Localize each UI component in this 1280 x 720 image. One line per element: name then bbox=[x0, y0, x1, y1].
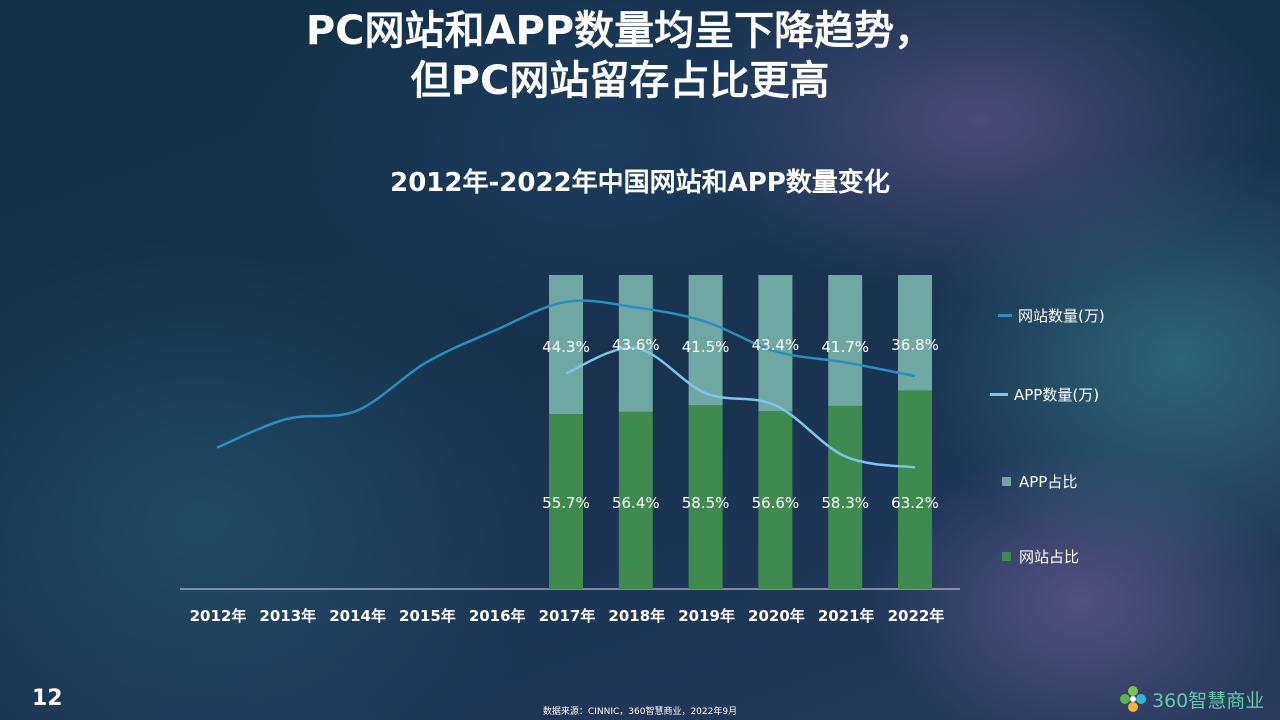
x-tick-label: 2012年 bbox=[190, 607, 247, 625]
legend-label-website-count: 网站数量(万) bbox=[1018, 307, 1105, 325]
data-label-website-share: 58.5% bbox=[682, 494, 730, 512]
data-label-website-share: 55.7% bbox=[542, 494, 590, 512]
flower-logo-icon bbox=[1120, 686, 1146, 712]
page-title-line-2: 但PC网站留存占比更高 bbox=[410, 58, 830, 104]
legend-item-website-share: 网站占比 bbox=[1002, 546, 1079, 567]
legend-line-website-icon bbox=[998, 314, 1012, 317]
line-app-count bbox=[565, 346, 916, 469]
bar-app-share bbox=[618, 275, 653, 412]
source-note: 数据来源：CINNIC，360智慧商业，2022年9月 bbox=[542, 707, 738, 717]
x-tick-label: 2016年 bbox=[469, 607, 526, 625]
x-tick-label: 2022年 bbox=[888, 607, 945, 625]
data-label-website-share: 56.6% bbox=[752, 494, 800, 512]
x-tick-label: 2013年 bbox=[259, 607, 316, 625]
x-tick-label: 2020年 bbox=[748, 607, 805, 625]
legend-line-app-icon bbox=[990, 393, 1008, 396]
bar-website-share bbox=[618, 411, 653, 589]
x-tick-label: 2021年 bbox=[818, 607, 875, 625]
legend-label-app-share: APP占比 bbox=[1019, 473, 1078, 491]
bar-app-share bbox=[828, 275, 863, 406]
bar-app-share bbox=[549, 275, 583, 415]
x-tick-label: 2017年 bbox=[539, 607, 596, 625]
legend-label-website-share: 网站占比 bbox=[1019, 548, 1080, 566]
data-label-app-share: 41.7% bbox=[821, 338, 869, 356]
data-label-website-share: 63.2% bbox=[891, 494, 939, 512]
legend-item-app-share: APP占比 bbox=[1002, 471, 1077, 492]
brand-logo: 360智慧商业 bbox=[1118, 684, 1264, 714]
page-title-line-1: PC网站和APP数量均呈下降趋势， bbox=[305, 8, 935, 54]
x-tick-label: 2015年 bbox=[399, 607, 456, 625]
bar-app-share bbox=[898, 275, 932, 391]
bar-app-share bbox=[758, 275, 793, 412]
x-tick-label: 2019年 bbox=[678, 607, 735, 625]
bar-website-share bbox=[688, 405, 723, 589]
data-label-app-share: 43.4% bbox=[752, 336, 800, 354]
data-label-app-share: 41.5% bbox=[682, 338, 730, 356]
data-label-app-share: 36.8% bbox=[891, 336, 939, 354]
x-tick-label: 2014年 bbox=[329, 607, 386, 625]
data-label-website-share: 58.3% bbox=[821, 494, 869, 512]
x-tick-label: 2018年 bbox=[608, 607, 665, 625]
bar-website-share bbox=[758, 411, 793, 589]
data-label-website-share: 56.4% bbox=[612, 494, 660, 512]
legend-item-app-count: APP数量(万) bbox=[990, 384, 1099, 405]
legend-square-website-icon bbox=[1002, 552, 1011, 561]
bar-website-share bbox=[898, 390, 932, 589]
legend-label-app-count: APP数量(万) bbox=[1014, 386, 1100, 404]
bar-app-share bbox=[688, 275, 723, 406]
chart-title: 2012年-2022年中国网站和APP数量变化 bbox=[390, 168, 890, 198]
page-number: 12 bbox=[32, 686, 63, 711]
data-label-app-share: 44.3% bbox=[542, 338, 590, 356]
bar-website-share bbox=[828, 405, 863, 589]
brand-name: 360智慧商业 bbox=[1152, 689, 1265, 712]
data-label-app-share: 43.6% bbox=[612, 336, 660, 354]
bar-website-share bbox=[549, 414, 583, 589]
legend-item-website-count: 网站数量(万) bbox=[998, 305, 1105, 326]
legend-square-app-icon bbox=[1002, 477, 1011, 486]
line-website-count bbox=[216, 299, 916, 449]
